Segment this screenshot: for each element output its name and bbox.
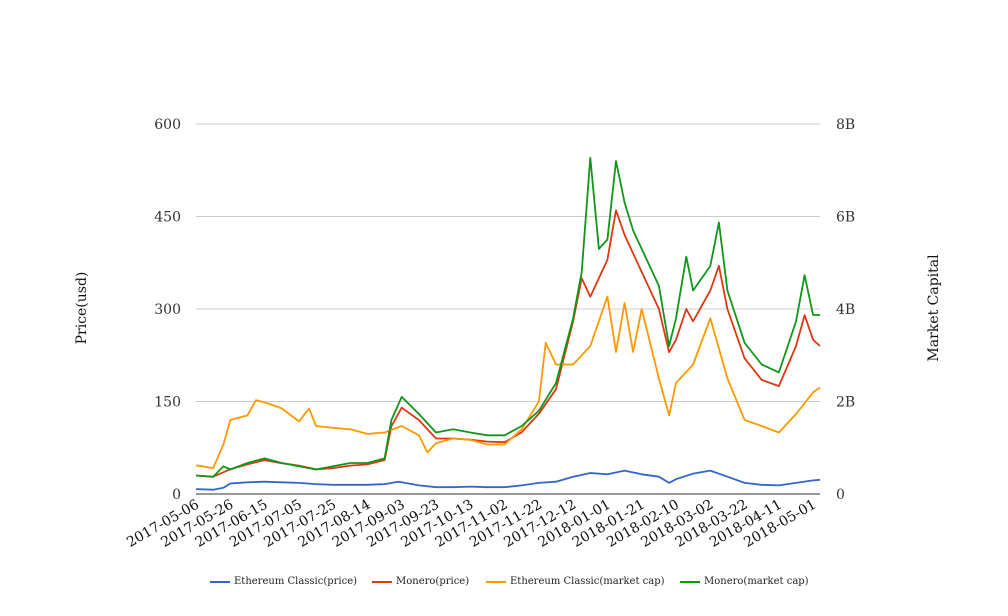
legend-swatch: [680, 580, 700, 583]
gridlines: [196, 123, 820, 495]
legend-label: Monero(market cap): [704, 576, 809, 587]
legend-item[interactable]: Monero(price): [372, 576, 469, 587]
left-tick-label: 300: [154, 302, 181, 318]
right-tick-label: 6B: [836, 210, 855, 226]
left-tick-label: 450: [154, 210, 181, 226]
series-line: [195, 469, 821, 491]
x-axis-ticks: 2017-05-062017-05-262017-06-152017-07-05…: [124, 497, 819, 551]
left-axis-title: Price(usd): [74, 272, 90, 345]
legend-label: Ethereum Classic(market cap): [510, 576, 665, 587]
right-axis-title: Market Capital: [926, 254, 942, 362]
right-tick-label: 2B: [836, 395, 855, 411]
legend-label: Monero(price): [396, 576, 470, 587]
right-axis-ticks: 0 2B 4B 6B 8B: [836, 117, 855, 503]
right-tick-label: 4B: [836, 302, 855, 318]
legend-item[interactable]: Ethereum Classic(price): [210, 576, 357, 587]
series-line: [195, 156, 820, 478]
legend-label: Ethereum Classic(price): [234, 576, 358, 587]
series-lines: [195, 156, 821, 491]
right-tick-label: 8B: [836, 117, 855, 133]
chart-legend: Ethereum Classic(price) Monero(price) Ethe…: [0, 576, 1008, 594]
series-line: [195, 209, 821, 478]
right-tick-label: 0: [836, 487, 845, 503]
legend-swatch: [486, 580, 506, 583]
series-line: [195, 295, 821, 470]
left-tick-label: 600: [154, 117, 181, 133]
legend-swatch: [372, 580, 392, 583]
left-tick-label: 0: [172, 487, 181, 503]
left-tick-label: 150: [154, 395, 181, 411]
legend-item[interactable]: Monero(market cap): [680, 576, 809, 587]
legend-swatch: [210, 580, 230, 583]
left-axis-ticks: 0 150 300 450 600: [154, 117, 181, 503]
legend-item[interactable]: Ethereum Classic(market cap): [486, 576, 665, 587]
